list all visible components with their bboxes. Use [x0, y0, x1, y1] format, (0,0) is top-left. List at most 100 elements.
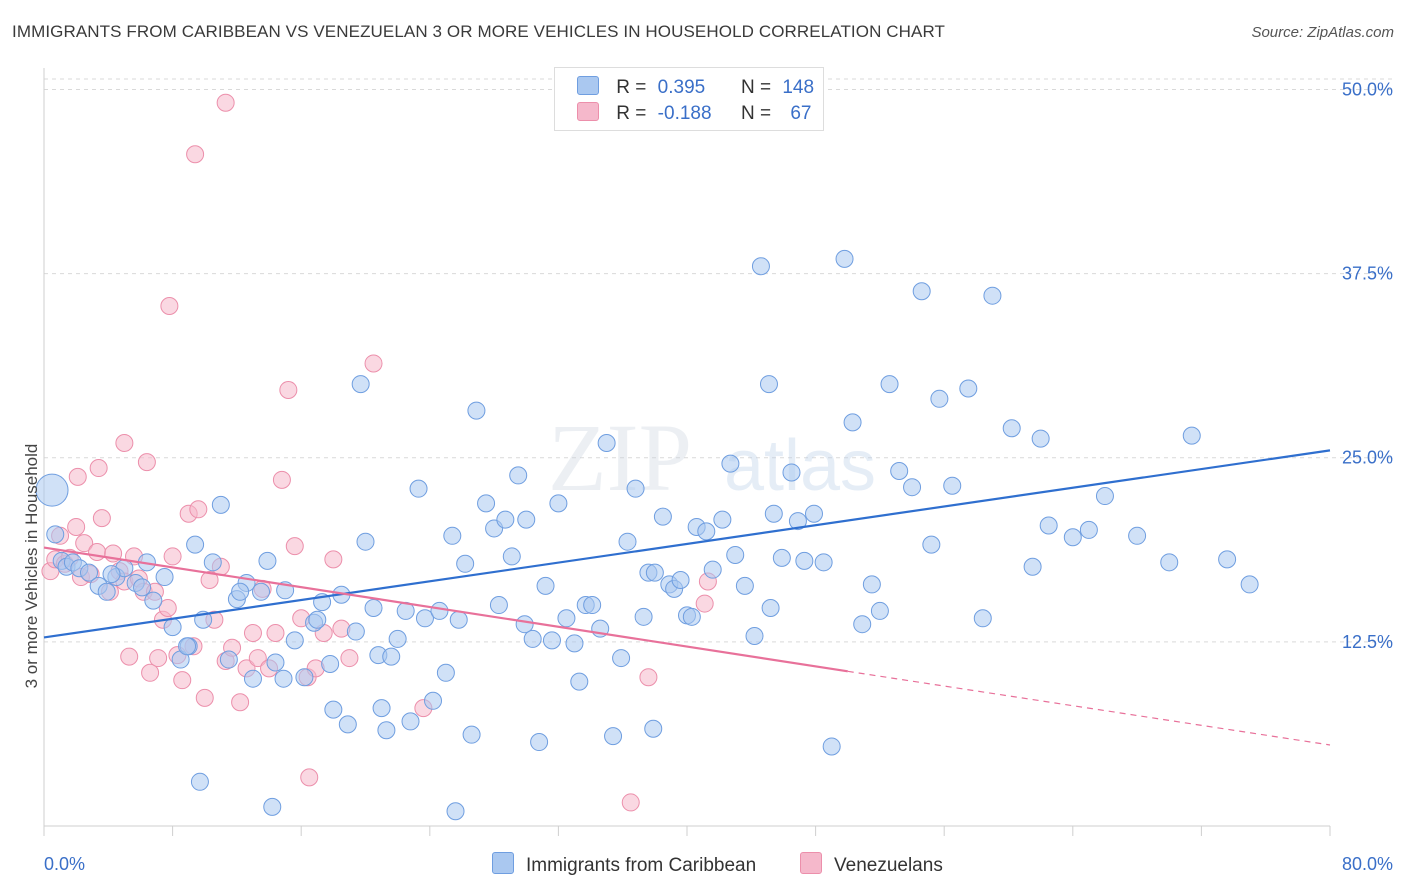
- caribbean-point: [155, 568, 174, 587]
- legend-r-label: R =: [616, 77, 647, 98]
- caribbean-point: [835, 249, 854, 268]
- venezuelans-point: [200, 570, 219, 589]
- venezuelans-point: [621, 793, 640, 812]
- caribbean-point: [231, 582, 250, 601]
- caribbean-point: [477, 494, 496, 513]
- venezuelans-point: [324, 550, 343, 569]
- y-tick-label: 37.5%: [1342, 264, 1393, 284]
- legend-row-caribbean: R = 0.395 N = 148: [577, 76, 814, 100]
- bottom-legend-label-caribbean: Immigrants from Caribbean: [526, 855, 757, 876]
- legend-r-label: R =: [616, 103, 647, 124]
- caribbean-point: [1095, 487, 1114, 506]
- venezuelans-point: [89, 459, 108, 478]
- caribbean-point: [530, 733, 549, 752]
- caribbean-point: [644, 719, 663, 738]
- caribbean-point: [401, 712, 420, 731]
- caribbean-point: [372, 699, 391, 718]
- legend-r-value: -0.188: [657, 103, 712, 124]
- caribbean-point: [295, 668, 314, 687]
- caribbean-point: [912, 282, 931, 301]
- caribbean-point: [496, 510, 515, 529]
- caribbean-point: [346, 622, 365, 641]
- venezuelans-trend-line: [43, 546, 848, 673]
- caribbean-point: [759, 375, 778, 394]
- caribbean-point: [612, 649, 631, 668]
- caribbean-point: [862, 575, 881, 594]
- bottom-legend-swatch-caribbean: [492, 852, 514, 874]
- bottom-legend-swatch-venezuelans: [800, 852, 822, 874]
- caribbean-point: [761, 598, 780, 617]
- caribbean-point: [943, 476, 962, 495]
- caribbean-point: [203, 553, 222, 572]
- x-tick-label: 0.0%: [44, 854, 85, 874]
- caribbean-point: [163, 618, 182, 637]
- caribbean-point: [436, 663, 455, 682]
- caribbean-point: [721, 454, 740, 473]
- legend-r-value: 0.395: [657, 77, 706, 98]
- legend-n-label: N =: [740, 77, 772, 98]
- caribbean-point: [1240, 575, 1259, 594]
- venezuelans-point: [92, 509, 111, 528]
- venezuelans-point: [695, 594, 714, 613]
- venezuelans-point: [88, 543, 107, 562]
- caribbean-point: [321, 654, 340, 673]
- venezuelans-point: [272, 470, 291, 489]
- caribbean-point: [870, 601, 889, 620]
- legend-swatch-venezuelans: [577, 102, 599, 121]
- venezuelans-point: [285, 537, 304, 556]
- venezuelans-point: [158, 598, 177, 617]
- caribbean-point: [703, 560, 722, 579]
- caribbean-point: [377, 721, 396, 740]
- caribbean-point: [388, 629, 407, 648]
- bottom-legend-venezuelans: Venezuelans: [800, 852, 943, 877]
- caribbean-point: [626, 479, 645, 498]
- caribbean-point: [682, 607, 701, 626]
- venezuelans-point: [68, 467, 87, 486]
- grid-lines: [44, 78, 1392, 643]
- caribbean-point: [788, 512, 807, 531]
- caribbean-point: [795, 551, 814, 570]
- caribbean-point: [509, 466, 528, 485]
- caribbean-point: [456, 554, 475, 573]
- venezuelans-point: [639, 668, 658, 687]
- caribbean-point: [903, 478, 922, 497]
- caribbean-point: [502, 547, 521, 566]
- caribbean-point: [604, 727, 623, 746]
- venezuelans-point: [67, 517, 86, 536]
- caribbean-point: [536, 576, 555, 595]
- caribbean-point: [424, 691, 443, 710]
- caribbean-point: [930, 389, 949, 408]
- venezuelans-point: [332, 619, 351, 638]
- caribbean-point: [653, 507, 672, 526]
- caribbean-point: [190, 772, 209, 791]
- caribbean-point: [772, 548, 791, 567]
- caribbean-points: [35, 249, 1259, 821]
- caribbean-point: [745, 626, 764, 645]
- y-axis-label: 3 or more Vehicles in Household: [22, 444, 41, 689]
- venezuelans-point: [279, 380, 298, 399]
- caribbean-point: [959, 379, 978, 398]
- y-tick-label: 25.0%: [1342, 448, 1393, 468]
- caribbean-point: [1218, 550, 1237, 569]
- caribbean-point: [382, 647, 401, 666]
- stats-legend: R = 0.395 N = 148 R = -0.188 N = 67: [554, 67, 824, 131]
- venezuelans-trend-extension: [847, 670, 1331, 746]
- caribbean-point: [102, 565, 121, 584]
- caribbean-point: [1063, 528, 1082, 547]
- trend-lines: [43, 449, 1331, 746]
- caribbean-point: [46, 525, 65, 544]
- caribbean-point: [351, 375, 370, 394]
- caribbean-point: [751, 257, 770, 276]
- caribbean-point: [973, 609, 992, 628]
- watermark-zip: ZIP: [548, 404, 692, 511]
- caribbean-point: [80, 563, 99, 582]
- caribbean-point: [1079, 520, 1098, 539]
- venezuelans-point: [120, 647, 139, 666]
- venezuelans-point: [149, 649, 168, 668]
- caribbean-point: [634, 607, 653, 626]
- caribbean-point: [258, 551, 277, 570]
- caribbean-point: [449, 610, 468, 629]
- caribbean-point: [853, 615, 872, 634]
- caribbean-point: [415, 609, 434, 628]
- caribbean-point: [266, 653, 285, 672]
